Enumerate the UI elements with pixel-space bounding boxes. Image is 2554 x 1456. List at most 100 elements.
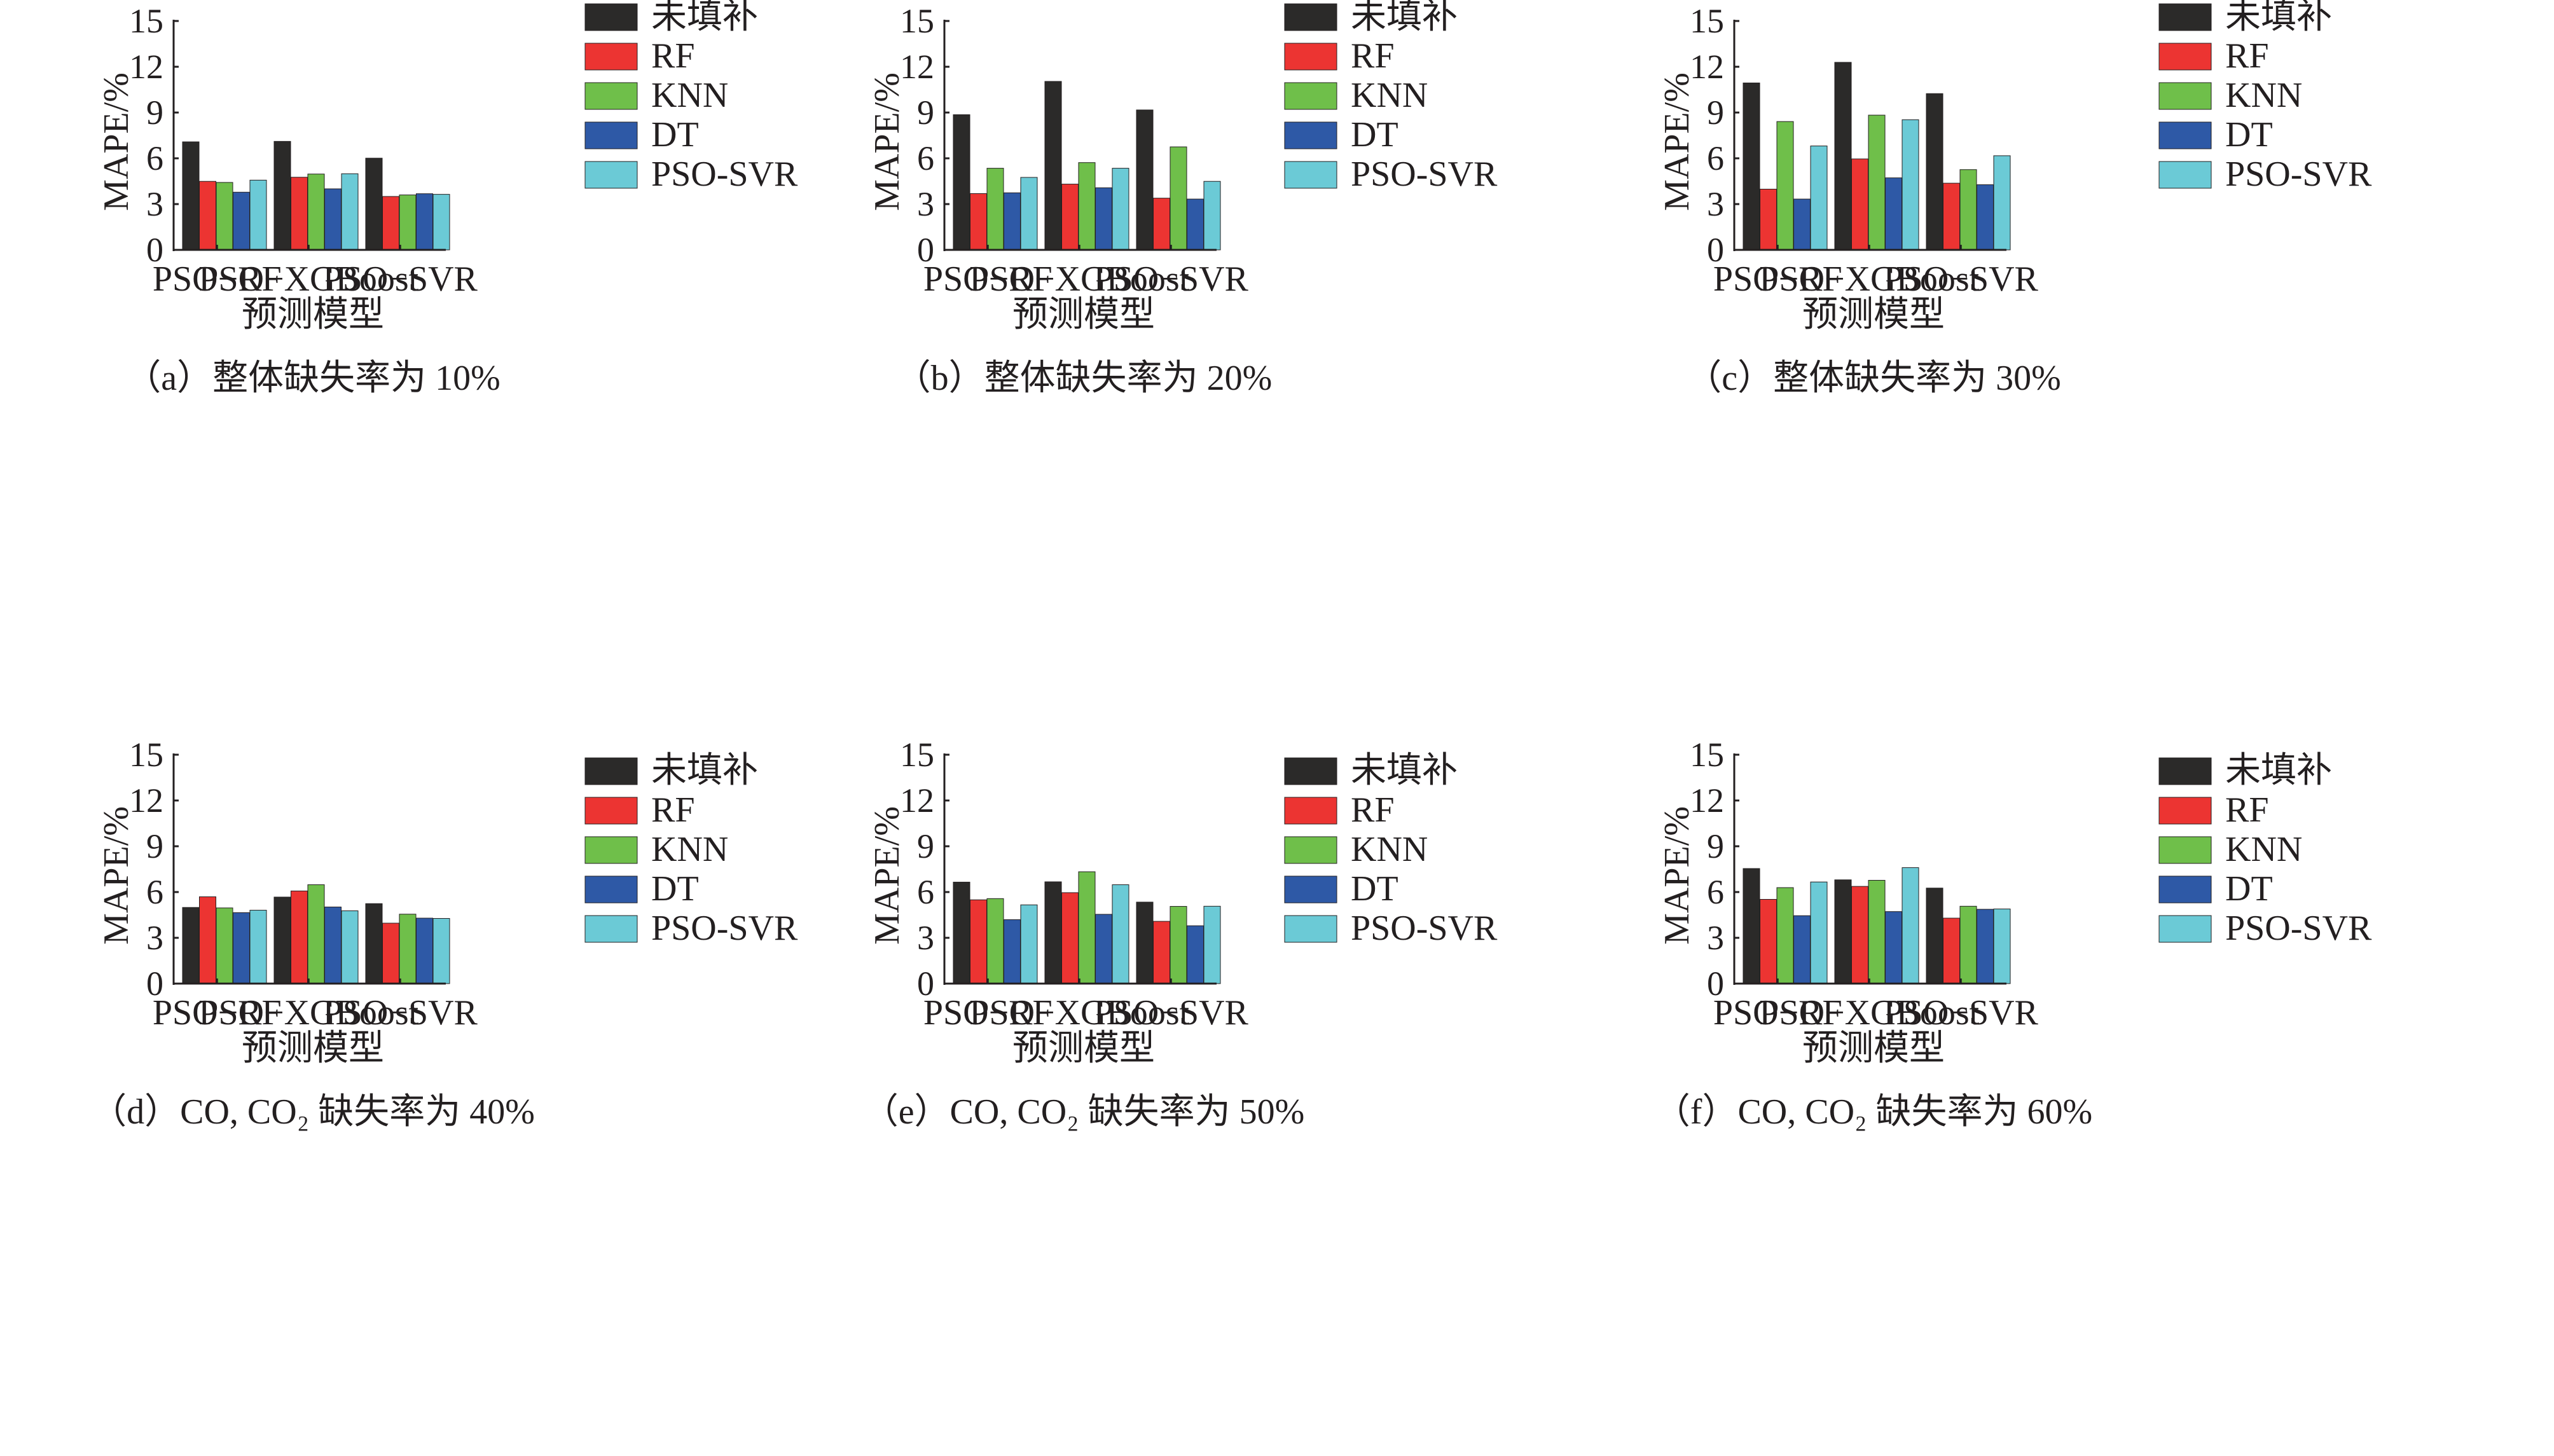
y-tick-label: 3: [146, 919, 163, 957]
bar-e-0-2: [986, 898, 1004, 984]
legend-item: DT: [2158, 115, 2273, 155]
bar-f-0-4: [1810, 881, 1828, 984]
y-tick-label: 6: [917, 139, 934, 177]
y-tick-label: 9: [1707, 93, 1724, 132]
legend-swatch: [584, 43, 638, 71]
bar-e-1-3: [1095, 914, 1112, 984]
legend-item: RF: [2158, 790, 2269, 830]
bar-c-0-0: [1743, 82, 1760, 251]
y-tick-label: 0: [917, 965, 934, 1003]
y-tick-label: 3: [917, 185, 934, 223]
bar-d-2-1: [382, 923, 399, 984]
legend-swatch: [2158, 3, 2212, 31]
bar-d-2-0: [365, 903, 383, 984]
legend-label: DT: [1351, 115, 1398, 155]
legend-item: DT: [1284, 115, 1398, 155]
bar-a-1-2: [307, 174, 325, 251]
y-tick-label: 9: [1707, 827, 1724, 865]
bar-e-0-0: [953, 881, 970, 984]
legend-label: DT: [651, 869, 699, 909]
y-axis-title: MAPE/%: [97, 806, 136, 945]
legend-swatch: [2158, 161, 2212, 189]
bar-d-2-2: [399, 914, 417, 984]
legend-swatch: [584, 876, 638, 903]
legend-item: RF: [1284, 36, 1395, 76]
legend-item: 未填补: [584, 0, 758, 36]
legend-label: DT: [2225, 115, 2273, 155]
legend-swatch: [584, 82, 638, 110]
bar-e-2-4: [1203, 905, 1221, 984]
panel-caption: （c）整体缺失率为 30%: [1686, 359, 2061, 398]
legend-label: 未填补: [1351, 0, 1458, 36]
legend-item: KNN: [2158, 76, 2302, 115]
bar-d-0-4: [249, 910, 267, 984]
legend-item: KNN: [584, 76, 728, 115]
bar-f-1-1: [1851, 886, 1868, 984]
legend-label: 未填补: [651, 751, 758, 790]
legend-label: KNN: [1351, 76, 1428, 115]
x-axis-title: 预测模型: [1012, 295, 1155, 334]
bar-a-1-0: [273, 141, 291, 251]
legend-swatch: [1284, 43, 1337, 71]
bar-b-0-1: [970, 193, 987, 251]
bar-e-2-1: [1153, 921, 1170, 984]
legend-label: PSO-SVR: [2225, 909, 2372, 948]
legend-label: DT: [651, 115, 699, 155]
legend-swatch: [1284, 836, 1337, 864]
x-tick-label: PSO−XGBoost: [969, 993, 1189, 1033]
panel-caption: （d）CO, CO₂ 缺失率为 40%: [91, 1092, 535, 1132]
bar-c-1-2: [1868, 114, 1886, 251]
bar-c-2-2: [1959, 169, 1977, 251]
legend-swatch: [2158, 876, 2212, 903]
legend-swatch: [584, 797, 638, 825]
bar-b-2-3: [1187, 198, 1204, 251]
bar-b-2-4: [1203, 181, 1221, 251]
bar-e-0-1: [970, 899, 987, 984]
x-tick-label: PSO−RF: [153, 259, 282, 299]
legend-label: DT: [1351, 869, 1398, 909]
y-tick-label: 15: [1690, 736, 1724, 774]
bar-e-1-2: [1078, 871, 1096, 984]
legend-label: KNN: [651, 76, 728, 115]
legend-swatch: [584, 836, 638, 864]
bar-f-2-4: [1993, 909, 2011, 984]
bar-a-0-1: [199, 181, 216, 251]
bar-c-0-3: [1793, 198, 1811, 251]
bar-d-1-2: [307, 884, 325, 984]
bar-b-2-0: [1136, 109, 1154, 251]
legend-swatch: [584, 3, 638, 31]
y-tick-label: 6: [1707, 139, 1724, 177]
legend-item: PSO-SVR: [2158, 909, 2372, 948]
x-axis-title: 预测模型: [1802, 295, 1945, 334]
legend-label: PSO-SVR: [2225, 155, 2372, 194]
legend-swatch: [1284, 121, 1337, 149]
legend-swatch: [1284, 3, 1337, 31]
bar-c-2-3: [1977, 184, 1994, 251]
bar-a-1-3: [324, 188, 342, 251]
bar-d-1-1: [291, 890, 308, 984]
bar-b-1-3: [1095, 187, 1112, 251]
y-tick-label: 9: [146, 93, 163, 132]
y-tick-label: 12: [900, 48, 934, 86]
y-tick-label: 6: [1707, 873, 1724, 911]
bar-f-0-0: [1743, 868, 1760, 984]
legend-label: PSO-SVR: [651, 155, 798, 194]
y-tick-label: 0: [146, 231, 163, 269]
bar-b-0-2: [986, 168, 1004, 251]
legend-item: KNN: [584, 830, 728, 869]
legend-item: PSO-SVR: [1284, 909, 1498, 948]
legend-item: KNN: [2158, 830, 2302, 869]
legend-swatch: [1284, 876, 1337, 903]
bar-c-2-0: [1926, 93, 1943, 251]
bar-c-0-2: [1776, 121, 1794, 251]
legend-label: RF: [651, 36, 695, 76]
bar-b-0-4: [1020, 177, 1038, 251]
bar-f-2-2: [1959, 905, 1977, 984]
bar-f-0-2: [1776, 887, 1794, 984]
